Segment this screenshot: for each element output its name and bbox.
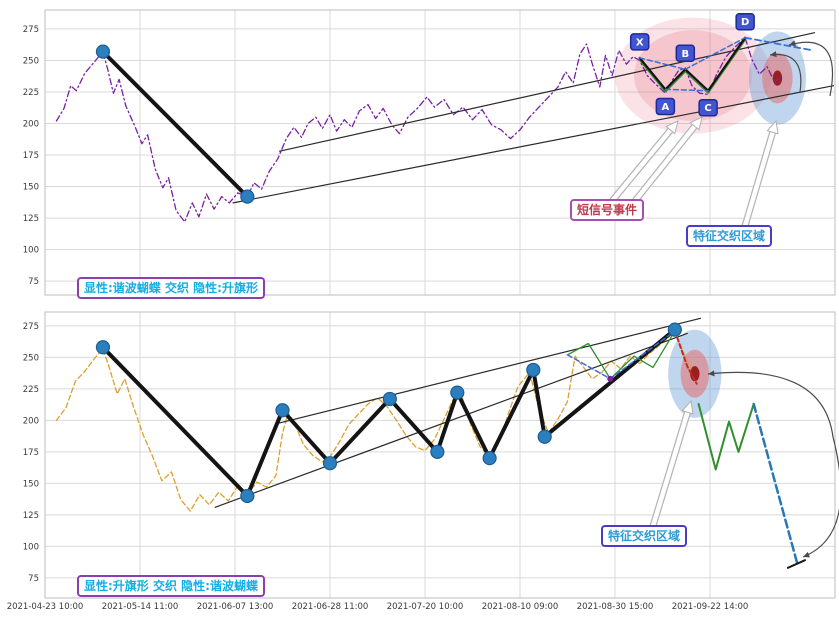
pattern-point-label: A bbox=[661, 102, 669, 113]
y-tick-label: 250 bbox=[23, 56, 39, 66]
guide-AC bbox=[664, 88, 709, 92]
plot-frame bbox=[44, 311, 836, 599]
vertex-dot bbox=[667, 322, 682, 337]
annotation-arrow bbox=[609, 126, 674, 204]
x-tick-label: 2021-04-23 10:00 bbox=[7, 602, 84, 612]
annotation-arrow bbox=[632, 122, 699, 204]
channel-lower bbox=[214, 332, 688, 508]
arrowhead bbox=[708, 370, 715, 377]
x-tick-label: 2021-08-30 15:00 bbox=[577, 602, 654, 612]
x-tick-label: 2021-06-07 13:00 bbox=[197, 602, 274, 612]
arrowhead bbox=[681, 399, 694, 415]
y-tick-label: 200 bbox=[23, 119, 39, 129]
y-tick-label: 250 bbox=[23, 353, 39, 363]
y-tick-label: 275 bbox=[23, 322, 39, 332]
hidden-butterfly-green bbox=[566, 330, 676, 380]
pattern-point-label-box bbox=[655, 97, 676, 116]
annotation-curve-arrow bbox=[802, 436, 839, 558]
vertex-dot bbox=[95, 44, 111, 59]
y-tick-label: 150 bbox=[23, 479, 39, 489]
pattern-point-label-box bbox=[698, 98, 718, 117]
guide-D-extension bbox=[744, 36, 814, 52]
price-line bbox=[55, 37, 782, 223]
y-tick-label: 100 bbox=[23, 542, 39, 552]
channel-lower bbox=[232, 85, 835, 204]
arrowhead bbox=[803, 551, 810, 558]
vertex-dot bbox=[240, 189, 255, 204]
y-tick-label: 175 bbox=[23, 448, 39, 458]
vertex-dot bbox=[450, 385, 465, 400]
y-tick-label: 275 bbox=[23, 25, 39, 35]
feature-zone-annotation-top: 特征交织区域 bbox=[686, 225, 773, 247]
arrowhead bbox=[770, 51, 777, 58]
flag-zigzag bbox=[100, 327, 677, 498]
vertex-dot bbox=[430, 444, 445, 459]
y-tick-label: 200 bbox=[23, 416, 39, 426]
arrowhead bbox=[689, 116, 703, 131]
vertex-dot bbox=[322, 456, 338, 471]
bottom-chart-caption: 显性:升旗形 交织 隐性:谐波蝴蝶 bbox=[77, 575, 265, 597]
pattern-point-label: X bbox=[636, 37, 644, 48]
y-tick-label: 75 bbox=[28, 574, 39, 584]
pattern-hidden-flag-green bbox=[639, 39, 746, 94]
vertex-dot bbox=[382, 391, 397, 407]
annotation-curve-arrow bbox=[707, 371, 834, 438]
feature-bullseye bbox=[772, 70, 783, 86]
y-tick-label: 125 bbox=[23, 511, 39, 521]
channel-upper bbox=[279, 32, 816, 152]
x-tick-label: 2021-08-10 09:00 bbox=[482, 602, 559, 612]
breakdown-red bbox=[673, 329, 698, 385]
x-tick-label: 2021-07-20 10:00 bbox=[387, 602, 464, 612]
y-tick-label: 225 bbox=[23, 88, 39, 98]
target-end-tick bbox=[786, 559, 806, 569]
vertex-dot bbox=[275, 403, 290, 418]
bottom-chart-rising-flag: 75 100 125 150 175 200 225 250 275 bbox=[23, 311, 836, 599]
pattern-point-label-box bbox=[629, 33, 650, 51]
vertex-dot bbox=[240, 488, 255, 504]
arrowhead bbox=[789, 40, 796, 47]
y-tick-label: 100 bbox=[23, 246, 39, 256]
y-tick-label: 75 bbox=[28, 277, 39, 287]
top-chart-harmonic-butterfly: 75 100 125 150 175 200 225 250 275 X A B C D bbox=[23, 9, 836, 296]
y-tick-label: 125 bbox=[23, 214, 39, 224]
vertex-dot bbox=[482, 451, 497, 466]
vertex-dot bbox=[526, 362, 541, 378]
x-tick-label: 2021-05-14 11:00 bbox=[102, 602, 179, 612]
guide-XB bbox=[638, 57, 687, 71]
feature-zone-annotation-bottom: 特征交织区域 bbox=[601, 525, 688, 547]
annotation-arrow bbox=[742, 128, 776, 229]
plot-frame bbox=[44, 9, 836, 296]
annotation-curve-arrow bbox=[788, 41, 834, 97]
post-pattern-green-W bbox=[697, 403, 755, 471]
y-tick-label: 175 bbox=[23, 151, 39, 161]
y-tick-label: 225 bbox=[23, 385, 39, 395]
short-signal-annotation: 短信号事件 bbox=[570, 199, 645, 221]
pattern-point-label: D bbox=[741, 17, 749, 28]
pattern-point-label: C bbox=[704, 103, 711, 114]
pattern-point-label-box bbox=[675, 44, 696, 63]
pattern-point-label-box bbox=[735, 12, 755, 31]
major-downtrend bbox=[100, 49, 250, 199]
x-tick-label: 2021-09-22 14:00 bbox=[672, 602, 749, 612]
vertex-dot bbox=[95, 340, 111, 355]
small-dot bbox=[607, 375, 614, 382]
guide-BD bbox=[684, 36, 746, 71]
pattern-point-label: B bbox=[681, 49, 689, 60]
arrowhead bbox=[766, 119, 779, 135]
annotation-arrow bbox=[650, 408, 691, 529]
projection-descent-blue bbox=[752, 402, 799, 566]
channel-upper bbox=[279, 317, 702, 424]
vertex-dot bbox=[537, 429, 552, 444]
x-tick-label: 2021-06-28 11:00 bbox=[292, 602, 369, 612]
y-tick-label: 150 bbox=[23, 183, 39, 193]
price-line bbox=[55, 330, 692, 512]
arrowhead bbox=[665, 120, 679, 135]
top-chart-caption: 显性:谐波蝴蝶 交织 隐性:升旗形 bbox=[77, 277, 265, 299]
